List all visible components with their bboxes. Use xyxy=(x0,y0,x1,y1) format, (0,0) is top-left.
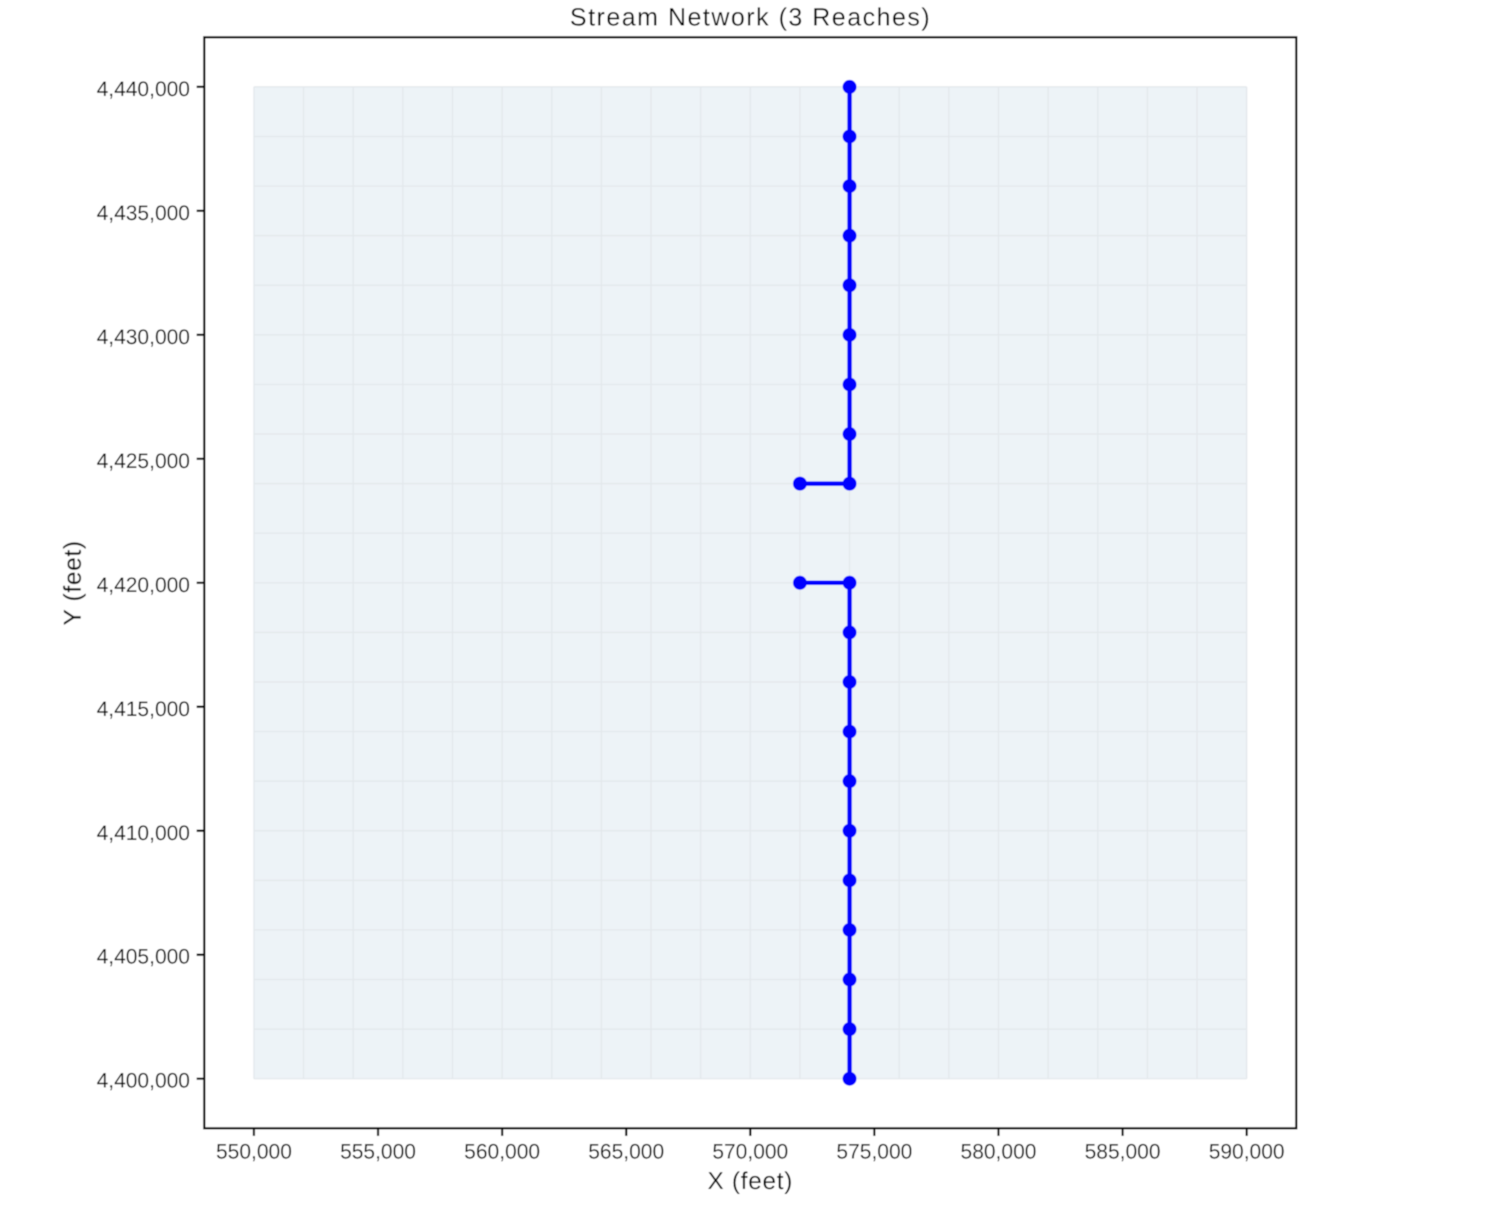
svg-text:4,410,000: 4,410,000 xyxy=(97,822,190,845)
svg-text:575,000: 575,000 xyxy=(836,1141,912,1164)
svg-text:Y (feet): Y (feet) xyxy=(60,540,87,625)
svg-text:550,000: 550,000 xyxy=(216,1141,292,1164)
svg-text:580,000: 580,000 xyxy=(961,1141,1037,1164)
svg-text:Stream Network (3 Reaches): Stream Network (3 Reaches) xyxy=(570,4,931,32)
svg-text:4,415,000: 4,415,000 xyxy=(97,698,190,721)
svg-text:4,405,000: 4,405,000 xyxy=(97,946,190,969)
svg-text:570,000: 570,000 xyxy=(712,1141,788,1164)
svg-text:4,400,000: 4,400,000 xyxy=(97,1070,190,1093)
svg-text:4,435,000: 4,435,000 xyxy=(97,202,190,225)
svg-text:565,000: 565,000 xyxy=(588,1141,664,1164)
svg-text:560,000: 560,000 xyxy=(464,1141,540,1164)
svg-text:590,000: 590,000 xyxy=(1209,1141,1285,1164)
svg-text:4,420,000: 4,420,000 xyxy=(97,574,190,597)
svg-text:4,430,000: 4,430,000 xyxy=(97,326,190,349)
svg-text:4,425,000: 4,425,000 xyxy=(97,450,190,473)
svg-text:X (feet): X (feet) xyxy=(707,1168,793,1195)
svg-text:585,000: 585,000 xyxy=(1085,1141,1161,1164)
svg-text:555,000: 555,000 xyxy=(340,1141,416,1164)
svg-text:4,440,000: 4,440,000 xyxy=(97,78,190,101)
